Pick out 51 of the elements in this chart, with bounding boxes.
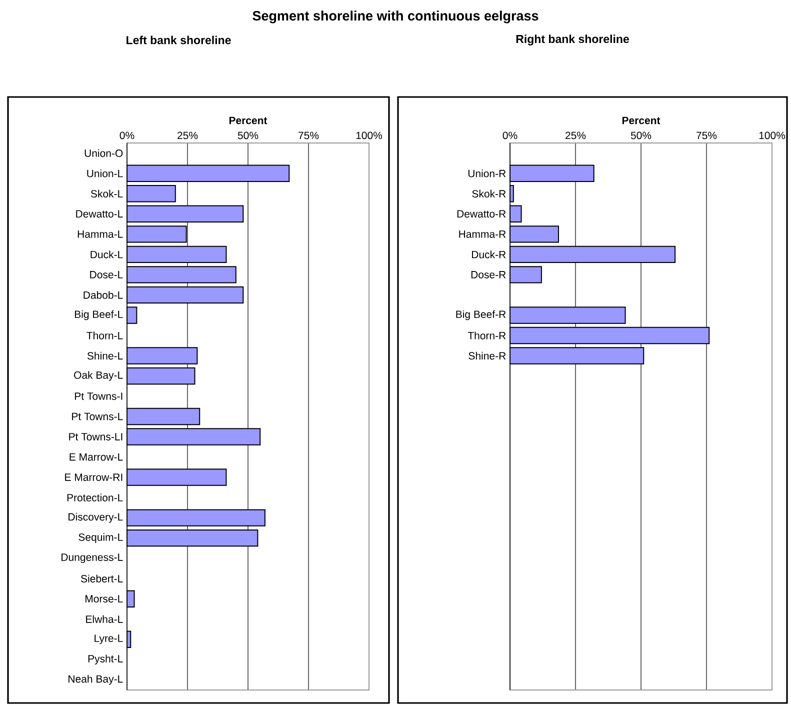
x-axis-title: Percent <box>622 116 660 124</box>
y-tick-label: Pt Towns-L <box>72 412 123 420</box>
y-tick-label: Hamma-L <box>78 230 123 238</box>
y-tick-label: Union-L <box>87 170 123 178</box>
y-tick-label: Thorn-L <box>86 332 123 340</box>
y-tick-label: Shine-L <box>87 352 123 360</box>
x-tick-label: 0% <box>502 132 518 140</box>
y-tick-label: Big Beef-R <box>456 310 506 320</box>
y-tick-label: Protection-L <box>67 494 123 502</box>
x-tick-label: 0% <box>120 132 134 140</box>
x-tick-label: 100% <box>356 132 382 140</box>
y-tick-label: Dungeness-L <box>62 554 123 564</box>
chart-title: Segment shoreline with continuous eelgrass <box>252 10 538 24</box>
y-tick-label: Elwha-L <box>86 615 123 623</box>
y-tick-label: Pysht-L <box>88 654 123 665</box>
y-tick-label: Lyre-L <box>94 634 123 644</box>
y-tick-label: Dose-R <box>471 271 506 278</box>
y-tick-label: E Marrow-RI <box>65 474 122 481</box>
x-tick-label: 50% <box>238 132 258 140</box>
x-tick-label: 25% <box>566 132 586 140</box>
y-tick-label: Union-R <box>468 170 506 178</box>
y-tick-label: Neah Bay-L <box>68 674 123 685</box>
y-tick-label: Sequim-L <box>78 533 123 543</box>
y-tick-label: Dose-L <box>90 271 123 278</box>
y-tick-label: Shine-R <box>468 352 506 360</box>
y-tick-label: Morse-L <box>85 595 123 603</box>
y-tick-label: Dabob-L <box>84 291 123 299</box>
x-tick-label: 50% <box>630 132 652 140</box>
chart-subtitle: Right bank shoreline <box>516 34 629 46</box>
x-tick-label: 100% <box>759 132 786 140</box>
y-tick-label: Pt Towns-I <box>74 392 122 400</box>
x-axis-title: Percent <box>229 116 268 124</box>
y-tick-label: Duck-L <box>90 250 123 258</box>
y-tick-label: Duck-R <box>472 250 506 258</box>
chart-subtitle: Left bank shoreline <box>126 36 231 44</box>
y-tick-label: Big Beef-L <box>74 310 123 320</box>
y-tick-label: Thorn-R <box>468 332 506 340</box>
y-tick-label: Pt Towns-LI <box>69 433 122 440</box>
y-tick-label: Dewatto-L <box>76 210 123 218</box>
y-tick-label: Skok-L <box>90 190 123 198</box>
y-tick-label: Discovery-L <box>68 512 123 523</box>
x-tick-label: 75% <box>696 132 717 140</box>
y-tick-label: E Marrow-L <box>70 453 123 461</box>
y-tick-label: Dewatto-R <box>457 210 506 218</box>
y-tick-label: Hamma-R <box>459 230 506 238</box>
y-tick-label: Union-O <box>84 149 123 157</box>
x-tick-label: 75% <box>298 132 319 140</box>
x-tick-label: 25% <box>178 132 198 140</box>
y-tick-label: Oak Bay-L <box>74 371 123 381</box>
y-tick-label: Siebert-L <box>81 574 123 582</box>
y-tick-label: Skok-R <box>472 190 506 198</box>
